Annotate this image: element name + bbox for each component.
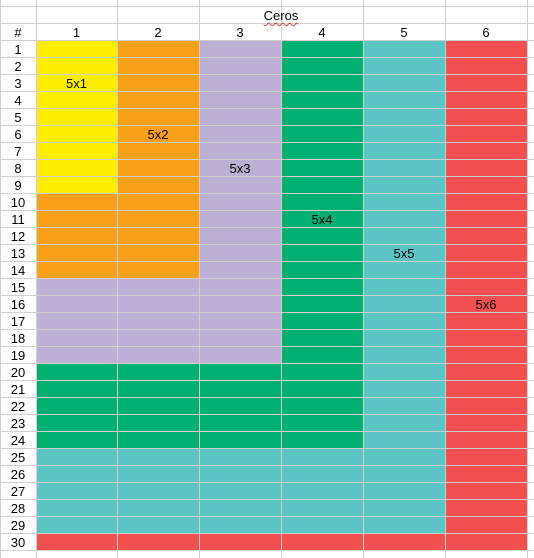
row-header-2[interactable]: 2 [14,59,22,74]
block-label-5x4[interactable]: 5x4 [311,212,333,227]
row-header-20[interactable]: 20 [10,365,26,380]
gridline-col [0,0,1,558]
row-header-12[interactable]: 12 [10,229,26,244]
row-header-22[interactable]: 22 [10,399,26,414]
gridline-row [0,74,534,75]
sheet-title[interactable]: Ceros [263,8,299,23]
gridline-row [0,40,534,41]
gridline-row [0,482,534,483]
row-header-29[interactable]: 29 [10,518,26,533]
gridline-row [0,312,534,313]
gridline-row [0,499,534,500]
block-label-5x5[interactable]: 5x5 [393,246,415,261]
row-header-13[interactable]: 13 [10,246,26,261]
gridline-row [0,227,534,228]
gridline-row [0,533,534,534]
row-header-5[interactable]: 5 [14,110,22,125]
gridline-row [0,414,534,415]
gridline-row [0,193,534,194]
corner-header[interactable]: # [14,25,22,40]
column-header-5[interactable]: 5 [400,25,408,40]
gridline-row [0,23,534,24]
gridline-row [0,244,534,245]
row-header-9[interactable]: 9 [14,178,22,193]
gridline-row [0,448,534,449]
column-header-3[interactable]: 3 [236,25,244,40]
row-header-24[interactable]: 24 [10,433,26,448]
gridline-row [0,329,534,330]
column-header-1[interactable]: 1 [72,25,81,40]
gridline-col [363,0,364,558]
gridline-row [0,176,534,177]
gridline-col [527,0,528,558]
row-header-27[interactable]: 27 [10,484,26,499]
row-header-26[interactable]: 26 [10,467,26,482]
row-header-8[interactable]: 8 [14,161,22,176]
block-label-5x3[interactable]: 5x3 [229,161,251,176]
gridline-row [0,57,534,58]
gridline-row [0,91,534,92]
column-header-2[interactable]: 2 [154,25,162,40]
row-header-7[interactable]: 7 [14,144,22,159]
row-header-21[interactable]: 21 [10,382,26,397]
gridline-col [117,0,118,558]
gridline-row [0,278,534,279]
gridline-row [0,516,534,517]
gridline-row [0,125,534,126]
gridline-row [0,210,534,211]
row-header-17[interactable]: 17 [10,314,26,329]
gridline-col [281,0,282,558]
gridline-row [0,550,534,551]
gridline-row [0,142,534,143]
row-header-3[interactable]: 3 [14,76,22,91]
row-header-25[interactable]: 25 [10,450,26,465]
row-header-19[interactable]: 19 [10,348,26,363]
row-header-11[interactable]: 11 [11,212,25,227]
row-header-18[interactable]: 18 [10,331,26,346]
gridline-col [199,0,200,558]
column-header-4[interactable]: 4 [318,25,326,40]
block-label-5x6[interactable]: 5x6 [475,297,497,312]
gridline-row [0,346,534,347]
row-header-6[interactable]: 6 [14,127,22,142]
gridline-row [0,431,534,432]
gridline-col [36,0,37,558]
row-header-14[interactable]: 14 [10,263,26,278]
gridline-row [0,108,534,109]
gridline-row [0,363,534,364]
gridline-row [0,397,534,398]
color-block-5x1[interactable] [36,41,117,194]
block-label-5x2[interactable]: 5x2 [147,127,169,142]
column-header-6[interactable]: 6 [482,25,490,40]
gridline-row [0,465,534,466]
gridline-row [0,380,534,381]
gridline-row [0,159,534,160]
row-header-30[interactable]: 30 [10,535,26,550]
gridline-row [0,6,534,7]
row-header-15[interactable]: 15 [10,280,26,295]
gridline-row [0,261,534,262]
gridline-col [445,0,446,558]
row-header-4[interactable]: 4 [14,93,22,108]
gridline-row [0,295,534,296]
row-header-23[interactable]: 23 [10,416,26,431]
block-label-5x1[interactable]: 5x1 [66,76,87,91]
row-header-1[interactable]: 1 [14,42,22,57]
row-header-28[interactable]: 28 [10,501,26,516]
row-header-16[interactable]: 16 [10,297,26,312]
row-header-10[interactable]: 10 [10,195,26,210]
